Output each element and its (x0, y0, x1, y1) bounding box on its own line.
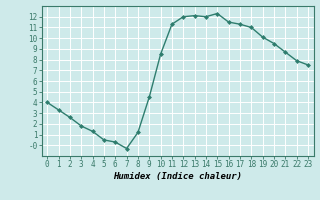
X-axis label: Humidex (Indice chaleur): Humidex (Indice chaleur) (113, 172, 242, 181)
